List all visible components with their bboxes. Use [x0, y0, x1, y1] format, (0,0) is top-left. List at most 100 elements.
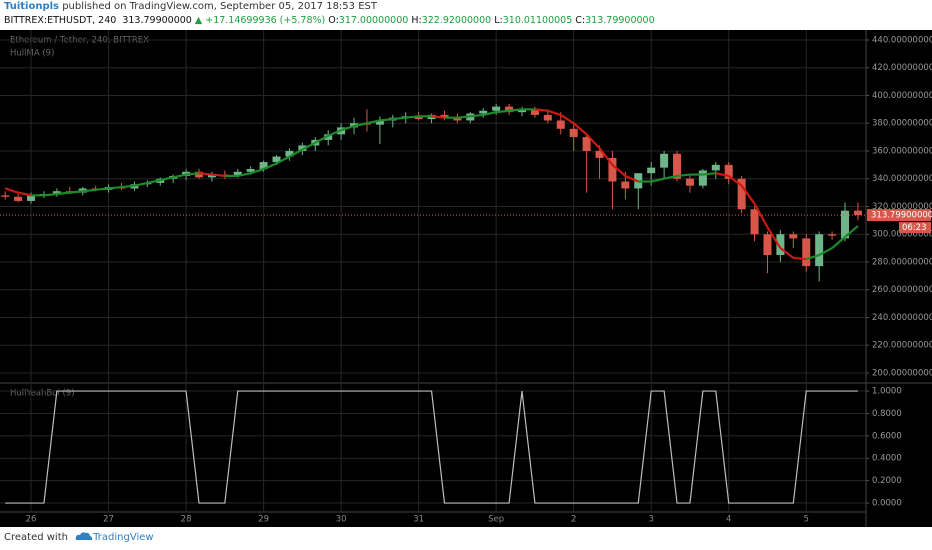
x-tick-label: 2: [571, 515, 576, 525]
o-label: O:: [328, 15, 339, 26]
indicator-legend: HullYeahBoi (9): [10, 389, 75, 399]
candle-body: [14, 196, 23, 201]
x-tick-label: Sep: [488, 515, 504, 525]
price: 313.79900000: [122, 15, 192, 26]
countdown-label: 06:23: [902, 223, 927, 233]
hull-ma-segment: [198, 172, 213, 176]
hull-ma-segment: [288, 148, 303, 158]
candle-body: [543, 114, 552, 121]
hull-ma-segment: [728, 175, 743, 187]
candle-body: [853, 210, 862, 216]
l: 310.01100005: [502, 15, 573, 26]
y-tick-label: 320.00000000: [872, 202, 932, 212]
y-tick-label: 380.00000000: [872, 119, 932, 129]
hull-ma-segment: [663, 174, 678, 180]
candle-body: [440, 114, 449, 118]
x-tick-label: 31: [413, 515, 424, 525]
main-legend: Ethereum / Tether, 240, BITTREX: [10, 36, 149, 46]
x-tick-label: 5: [804, 515, 809, 525]
hull-ma-segment: [82, 188, 96, 193]
hull-ma-segment: [185, 172, 200, 176]
x-tick-label: 30: [336, 515, 347, 525]
candle-body: [259, 162, 268, 170]
hull-ma-segment: [496, 109, 510, 114]
candle-body: [375, 120, 384, 125]
candle-body: [479, 110, 488, 114]
candle-body: [285, 150, 294, 157]
x-tick-label: 3: [648, 515, 653, 525]
symbol: BITTREX:ETHUSDT, 240: [4, 15, 117, 26]
hull-ma-segment: [405, 115, 419, 119]
hull-ma-segment: [650, 177, 665, 183]
hull-ma-segment: [4, 187, 19, 194]
y-tick-label: 240.00000000: [872, 313, 932, 323]
change: +17.14699936 (+5.78%): [205, 15, 326, 26]
y-tick-label: 400.00000000: [872, 91, 932, 101]
countdown-box: [899, 222, 931, 234]
indicator-line: [5, 390, 858, 504]
hull-ma-segment: [95, 187, 109, 191]
c-label: C:: [575, 15, 586, 26]
candle-body: [233, 171, 242, 176]
hull-ma-segment: [340, 124, 355, 132]
hull-ma-segment: [379, 117, 393, 122]
hull-ma-segment: [160, 176, 174, 182]
candle-body: [621, 181, 630, 189]
hull-ma-segment: [611, 164, 627, 177]
candle-body: [828, 234, 837, 236]
hull-ma-segment: [263, 162, 277, 171]
y-tick-label: 0.8000: [872, 409, 902, 419]
candle-body: [711, 164, 720, 171]
hull-ma-segment: [793, 256, 807, 261]
hull-ma-segment: [327, 129, 342, 137]
hull-ma-segment: [275, 155, 290, 165]
y-tick-label: 280.00000000: [872, 257, 932, 267]
hull-ma-segment: [172, 173, 187, 179]
candle-body: [750, 209, 759, 235]
hull-ma-segment: [805, 253, 820, 261]
y-tick-label: 0.4000: [872, 454, 902, 464]
background: [0, 30, 932, 527]
published: published on TradingView.com, September …: [62, 1, 377, 12]
candle-body: [195, 171, 203, 178]
y-tick-label: 440.00000000: [872, 35, 932, 45]
chart: Ethereum / Tether, 240, BITTREX HullMA (…: [0, 30, 932, 527]
hull-ma-segment: [779, 247, 794, 259]
hull-ma-segment: [753, 203, 769, 228]
brand[interactable]: TradingView: [93, 532, 154, 543]
h-label: H:: [411, 15, 422, 26]
hull-ma-segment: [818, 247, 833, 257]
candle-body: [272, 156, 281, 163]
y-tick-label: 420.00000000: [872, 63, 932, 73]
hull-ma-segment: [715, 172, 729, 178]
hull-ma-segment: [831, 236, 846, 249]
candle-body: [841, 210, 849, 239]
y-tick-label: 1.0000: [872, 387, 902, 397]
hull-ma-segment: [314, 134, 329, 144]
hull-ma-segment: [740, 185, 756, 205]
hull-ma-segment: [598, 147, 614, 166]
header-line: Tuitionpls published on TradingView.com,…: [4, 1, 377, 12]
created: Created with: [4, 532, 68, 543]
candle-body: [724, 164, 733, 179]
y-tick-label: 0.0000: [872, 499, 902, 509]
h: 322.92000000: [421, 15, 492, 26]
candle-body: [815, 234, 824, 267]
candle-body: [207, 174, 216, 178]
candle-body: [595, 150, 604, 158]
hull-legend: HullMA (9): [10, 49, 54, 59]
author[interactable]: Tuitionpls: [4, 1, 60, 12]
candle-body: [660, 153, 669, 168]
hull-ma-segment: [470, 113, 484, 118]
hull-ma-segment: [457, 115, 471, 119]
footer: Created with TradingView: [4, 530, 154, 543]
candle-body: [673, 153, 682, 179]
hull-ma-segment: [547, 109, 562, 116]
candle-body: [776, 234, 785, 256]
o: 317.00000000: [338, 15, 409, 26]
y-tick-label: 0.6000: [872, 431, 902, 441]
candle-body: [608, 157, 617, 182]
hull-ma-segment: [56, 191, 70, 196]
hull-ma-segment: [766, 226, 782, 249]
y-tick-label: 340.00000000: [872, 174, 932, 184]
